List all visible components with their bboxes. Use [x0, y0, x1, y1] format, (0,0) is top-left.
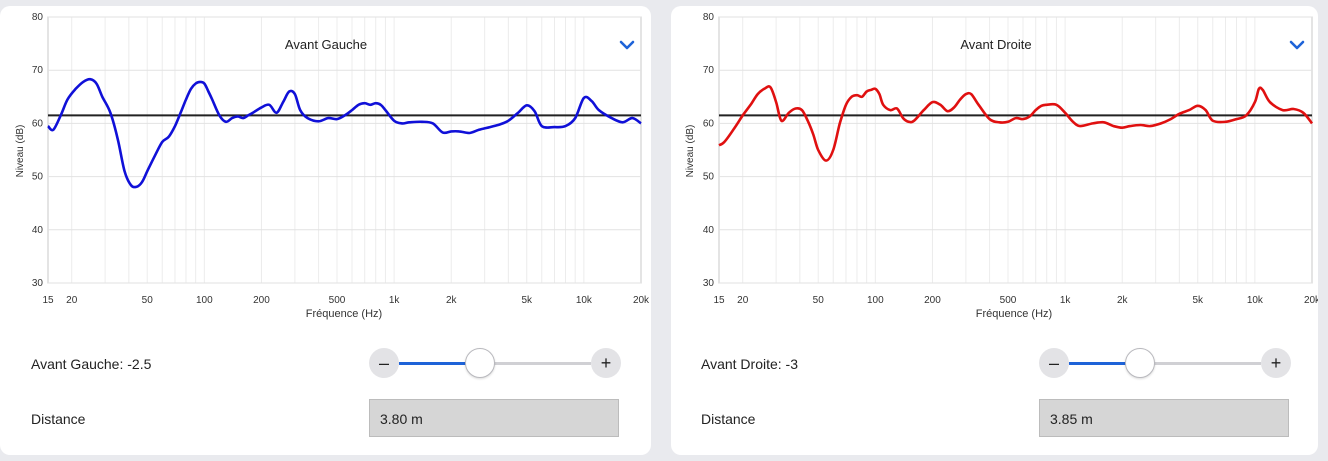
y-tick-label: 30: [703, 278, 715, 289]
x-tick-label: 20k: [1304, 295, 1318, 306]
x-tick-label: 500: [329, 295, 346, 306]
x-tick-label: 5k: [521, 295, 533, 306]
x-tick-label: 5k: [1192, 295, 1204, 306]
x-tick-label: 15: [713, 295, 725, 306]
y-tick-label: 30: [32, 278, 44, 289]
slider-fill: [1069, 362, 1141, 365]
y-tick-label: 70: [703, 65, 715, 76]
slider-fill: [399, 362, 480, 365]
slider-thumb[interactable]: [464, 348, 495, 378]
x-tick-label: 15: [42, 295, 54, 306]
chevron-down-icon[interactable]: [1287, 36, 1307, 52]
x-tick-label: 500: [1000, 295, 1017, 306]
distance-field[interactable]: 3.80 m: [369, 399, 619, 437]
y-tick-label: 80: [703, 12, 715, 23]
x-tick-label: 2k: [446, 295, 458, 306]
x-tick-label: 50: [813, 295, 825, 306]
chevron-down-icon[interactable]: [617, 36, 637, 52]
increase-button[interactable]: +: [591, 348, 621, 378]
gain-slider[interactable]: – +: [369, 348, 621, 378]
x-tick-label: 10k: [576, 295, 593, 306]
gain-slider[interactable]: – +: [1039, 348, 1291, 378]
frequency-response-chart: 30 40 50 60 70 80 15 20 50 100 200 500 1k 2k 5k 10k 20k…: [685, 12, 1318, 320]
y-tick-label: 70: [32, 65, 44, 76]
x-tick-label: 100: [196, 295, 213, 306]
x-tick-label: 100: [867, 295, 884, 306]
distance-label: Distance: [701, 411, 756, 427]
x-tick-label: 20: [66, 295, 78, 306]
x-tick-label: 200: [924, 295, 941, 306]
chart-title: Avant Droite: [960, 37, 1031, 52]
speaker-card-front-left: 30 40 50 60 70 80 15 20 50 100 200 500 1k 2k 5k 10k 20k…: [0, 6, 651, 455]
y-tick-label: 80: [32, 12, 44, 23]
distance-label: Distance: [31, 411, 86, 427]
y-tick-label: 50: [703, 172, 715, 183]
y-axis-label: Niveau (dB): [15, 125, 26, 178]
x-tick-label: 10k: [1247, 295, 1264, 306]
gain-label: Avant Droite: -3: [701, 356, 799, 372]
y-tick-label: 60: [703, 118, 715, 129]
gain-label: Avant Gauche: -2.5: [31, 356, 152, 372]
y-tick-label: 40: [703, 225, 715, 236]
slider-thumb[interactable]: [1125, 348, 1156, 378]
x-tick-label: 20: [737, 295, 749, 306]
y-axis-label: Niveau (dB): [685, 125, 696, 178]
y-tick-label: 50: [32, 172, 44, 183]
decrease-button[interactable]: –: [1039, 348, 1069, 378]
x-axis-label: Fréquence (Hz): [976, 308, 1052, 320]
slider-track[interactable]: [399, 348, 591, 378]
frequency-response-chart: 30 40 50 60 70 80 15 20 50 100 200 500 1k 2k 5k 10k 20k…: [15, 12, 650, 320]
slider-track[interactable]: [1069, 348, 1261, 378]
x-tick-label: 200: [253, 295, 270, 306]
x-tick-label: 50: [142, 295, 154, 306]
y-tick-label: 60: [32, 118, 44, 129]
x-tick-label: 1k: [1060, 295, 1072, 306]
x-tick-label: 1k: [389, 295, 401, 306]
chart-title: Avant Gauche: [285, 37, 367, 52]
y-tick-label: 40: [32, 225, 44, 236]
speaker-card-front-right: 30 40 50 60 70 80 15 20 50 100 200 500 1k 2k 5k 10k 20k…: [671, 6, 1318, 455]
x-tick-label: 2k: [1117, 295, 1129, 306]
distance-field[interactable]: 3.85 m: [1039, 399, 1289, 437]
response-curve: [718, 85, 1314, 162]
x-axis-label: Fréquence (Hz): [306, 308, 382, 320]
decrease-button[interactable]: –: [369, 348, 399, 378]
x-tick-label: 20k: [633, 295, 650, 306]
increase-button[interactable]: +: [1261, 348, 1291, 378]
response-curve: [47, 77, 642, 189]
